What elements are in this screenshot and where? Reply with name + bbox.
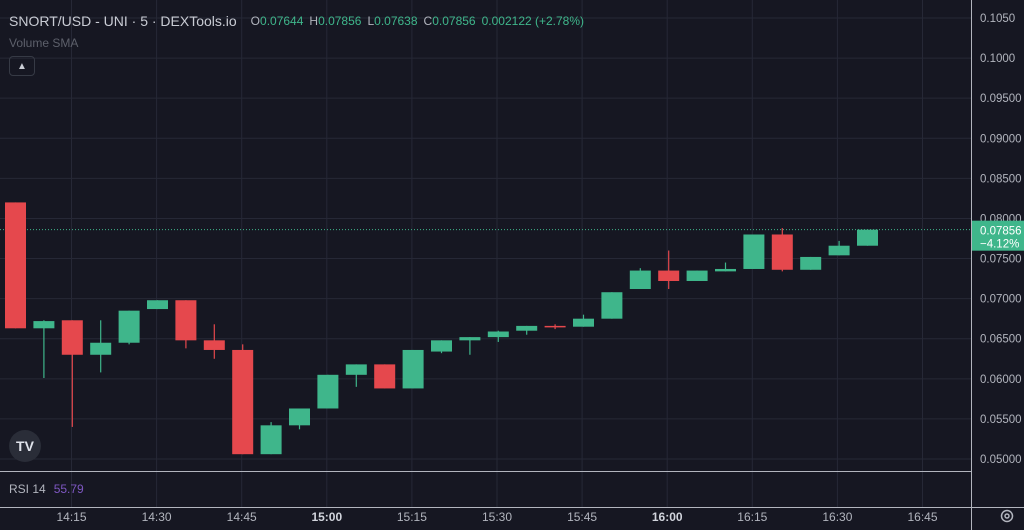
candle-body	[544, 325, 566, 328]
rsi-label: RSI 14	[9, 482, 46, 496]
candle-body	[857, 229, 878, 246]
rsi-legend[interactable]: RSI 14 55.79	[9, 482, 84, 496]
x-tick-label: 16:30	[822, 510, 852, 524]
candle-body	[345, 364, 367, 375]
y-tick-label: 0.08500	[980, 173, 1022, 185]
y-tick-label: 0.1050	[980, 13, 1015, 25]
last-price-value: 0.07856	[980, 226, 1022, 238]
candle-body	[686, 270, 708, 281]
y-tick-label: 0.06000	[980, 374, 1022, 386]
candle-body	[118, 310, 140, 343]
y-tick-label: 0.05500	[980, 414, 1022, 426]
y-tick-label: 0.1000	[980, 53, 1015, 65]
x-tick-label: 14:45	[227, 510, 257, 524]
x-tick-label: 14:30	[142, 510, 172, 524]
x-tick-label: 15:45	[567, 510, 597, 524]
open-value: 0.07644	[260, 14, 304, 28]
volume-sma-indicator[interactable]: Volume SMA	[9, 36, 79, 50]
close-label: C	[423, 14, 433, 28]
gear-icon	[1000, 509, 1014, 523]
close-value: 0.07856	[432, 14, 476, 28]
tradingview-logo[interactable]: TV	[9, 430, 41, 462]
candle-body	[459, 337, 481, 341]
open-label: O	[250, 14, 261, 28]
candle-body	[487, 331, 509, 338]
low-label: L	[367, 14, 375, 28]
y-tick-label: 0.09000	[980, 133, 1022, 145]
rsi-value: 55.79	[53, 482, 84, 496]
candle-body	[629, 270, 651, 290]
y-tick-label: 0.05000	[980, 454, 1022, 466]
x-tick-label: 16:45	[907, 510, 937, 524]
candle-body	[658, 270, 680, 281]
candle-body	[147, 300, 168, 310]
candle-body	[374, 364, 396, 389]
chart-legend: SNORT/USD - UNI · 5 · DEXTools.io O 0.076…	[9, 13, 584, 29]
candle-body	[175, 300, 197, 341]
candle-body	[289, 408, 310, 426]
y-tick-label: 0.07000	[980, 294, 1022, 306]
candle-body	[601, 292, 623, 319]
candle-body	[33, 321, 55, 329]
settings-button[interactable]	[997, 506, 1017, 526]
last-price-change: −4.12%	[980, 239, 1019, 251]
low-value: 0.07638	[374, 14, 418, 28]
x-tick-label: 15:30	[482, 510, 512, 524]
candle-body	[260, 425, 282, 455]
candle-body	[715, 268, 736, 272]
candle-body	[317, 374, 339, 409]
last-price-tag	[972, 220, 1024, 251]
candle-body	[771, 234, 793, 270]
chevron-up-icon: ▲	[17, 60, 27, 72]
candle-body	[232, 349, 254, 455]
y-tick-label: 0.06500	[980, 334, 1022, 346]
symbol-title[interactable]: SNORT/USD - UNI · 5 · DEXTools.io	[9, 13, 237, 29]
x-tick-label: 16:00	[652, 510, 683, 524]
candle-body	[5, 202, 26, 329]
candle-body	[516, 325, 538, 331]
candle-body	[90, 342, 112, 355]
y-tick-label: 0.07500	[980, 254, 1022, 266]
x-tick-label: 14:15	[56, 510, 86, 524]
candle-body	[402, 349, 424, 389]
candle-body	[61, 320, 83, 355]
high-label: H	[309, 14, 319, 28]
candle-body	[800, 256, 822, 270]
high-value: 0.07856	[318, 14, 362, 28]
candle-body	[828, 245, 850, 256]
candle-body	[743, 234, 765, 269]
candle-body	[203, 340, 225, 350]
x-tick-label: 15:00	[311, 510, 342, 524]
candle-body	[431, 340, 452, 352]
candle-body	[573, 318, 594, 327]
x-tick-label: 15:15	[397, 510, 427, 524]
y-tick-label: 0.09500	[980, 93, 1022, 105]
collapse-button[interactable]: ▲	[9, 56, 35, 76]
x-tick-label: 16:15	[737, 510, 767, 524]
change-value: 0.002122 (+2.78%)	[481, 14, 585, 28]
